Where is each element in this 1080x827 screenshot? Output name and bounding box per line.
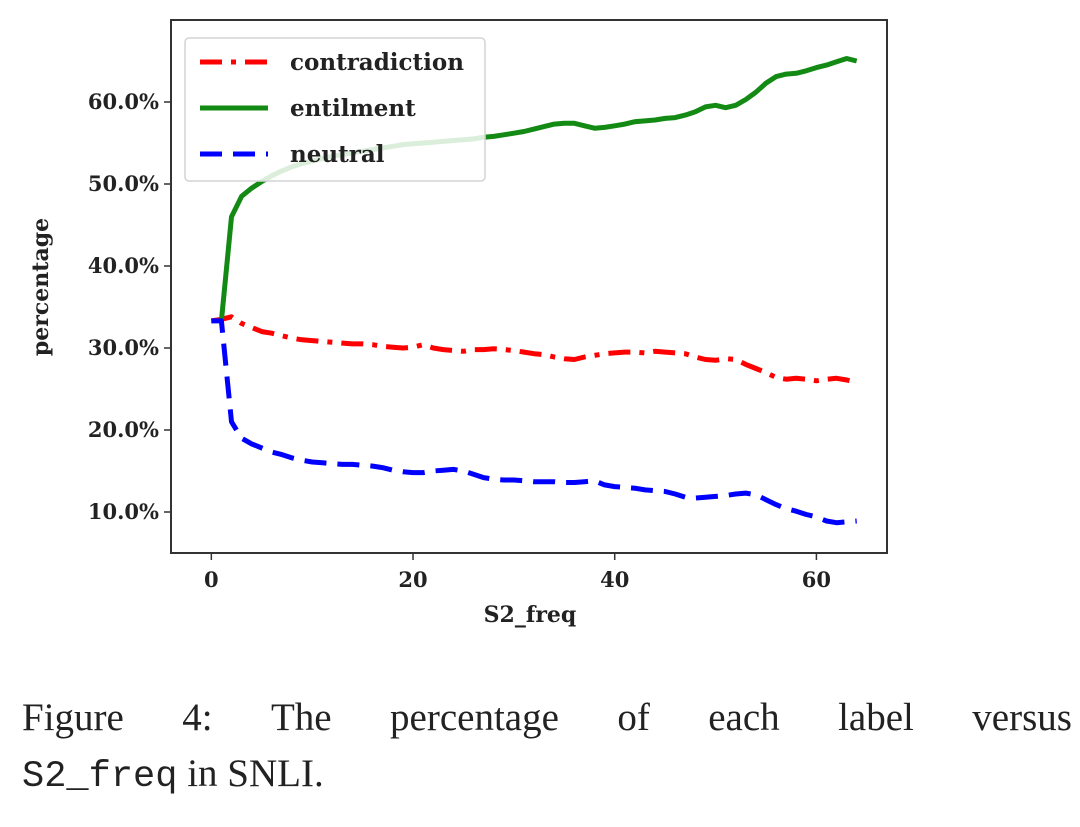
y-axis-title: percentage xyxy=(28,218,54,356)
caption-word: 4: xyxy=(182,696,213,739)
y-axis: 10.0% 20.0% 30.0% 40.0% 50.0% 60.0% xyxy=(88,89,171,524)
legend: contradiction entilment neutral xyxy=(184,37,486,182)
legend-label-entilment: entilment xyxy=(290,95,416,122)
caption-code: S2_freq xyxy=(22,756,178,798)
legend-box xyxy=(184,37,486,182)
caption-word: each xyxy=(708,696,780,739)
x-tick-label: 40 xyxy=(600,567,629,592)
caption-word: versus xyxy=(972,696,1072,739)
y-tick-label: 20.0% xyxy=(88,417,159,442)
x-tick-label: 0 xyxy=(204,567,219,592)
y-tick-label: 10.0% xyxy=(88,499,159,524)
caption-rest: in SNLI. xyxy=(177,752,324,795)
x-axis: 0 20 40 60 xyxy=(204,553,831,592)
legend-label-contradiction: contradiction xyxy=(290,49,464,76)
caption-word: The xyxy=(270,696,332,739)
caption-word: of xyxy=(617,696,650,739)
x-tick-label: 60 xyxy=(802,567,831,592)
y-tick-label: 60.0% xyxy=(88,89,159,114)
series-line-contradiction xyxy=(210,314,858,385)
line-chart: 10.0% 20.0% 30.0% 40.0% 50.0% 60.0% 0 20 40 60 S… xyxy=(28,19,888,628)
legend-label-neutral: neutral xyxy=(290,141,385,168)
caption-word: percentage xyxy=(390,696,559,739)
figure-caption: Figure 4: The percentage of each label v… xyxy=(22,690,1072,805)
y-tick-label: 50.0% xyxy=(88,171,159,196)
x-tick-label: 20 xyxy=(398,567,427,592)
x-axis-title: S2_freq xyxy=(484,602,577,628)
caption-word: label xyxy=(838,696,914,739)
caption-line-1: Figure 4: The percentage of each label v… xyxy=(22,690,1072,746)
y-tick-label: 40.0% xyxy=(88,253,159,278)
caption-word: Figure xyxy=(22,696,124,739)
caption-line-2: S2_freq in SNLI. xyxy=(22,746,1072,805)
y-tick-label: 30.0% xyxy=(88,335,159,360)
series-line-neutral xyxy=(211,318,857,526)
